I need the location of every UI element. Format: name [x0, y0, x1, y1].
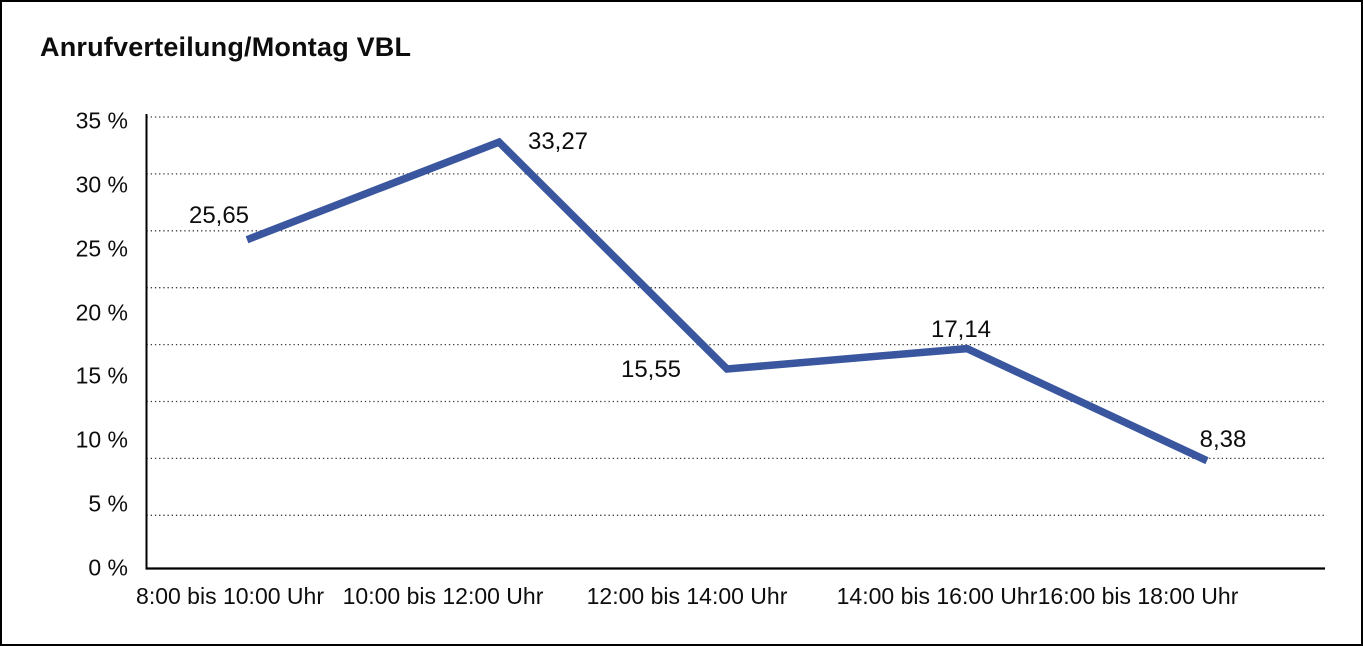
chart-title: Anrufverteilung/Montag VBL: [40, 32, 412, 62]
x-tick-label: 16:00 bis 18:00 Uhr: [1037, 583, 1239, 609]
y-tick-label: 35 %: [75, 107, 128, 134]
y-tick-label: 10 %: [75, 426, 128, 453]
y-tick-label: 25 %: [75, 235, 128, 262]
data-point-label: 15,55: [620, 355, 682, 383]
x-tick-label: 10:00 bis 12:00 Uhr: [342, 583, 544, 609]
gridlines: [146, 116, 1325, 516]
data-point-label: 33,27: [527, 128, 589, 156]
y-tick-label: 20 %: [75, 299, 128, 326]
x-tick-label: 14:00 bis 16:00 Uhr: [836, 583, 1038, 609]
y-tick-label: 30 %: [75, 171, 128, 198]
data-point-label: 25,65: [188, 201, 250, 229]
y-tick-label: 15 %: [75, 362, 128, 389]
y-tick-label: 0 %: [88, 554, 128, 581]
x-tick-label: 8:00 bis 10:00 Uhr: [136, 583, 324, 609]
y-tick-label: 5 %: [88, 490, 128, 517]
x-tick-label: 12:00 bis 14:00 Uhr: [586, 583, 788, 609]
data-point-label: 8,38: [1199, 425, 1247, 453]
data-point-label: 17,14: [930, 315, 992, 343]
data-series-line: [245, 137, 1209, 465]
